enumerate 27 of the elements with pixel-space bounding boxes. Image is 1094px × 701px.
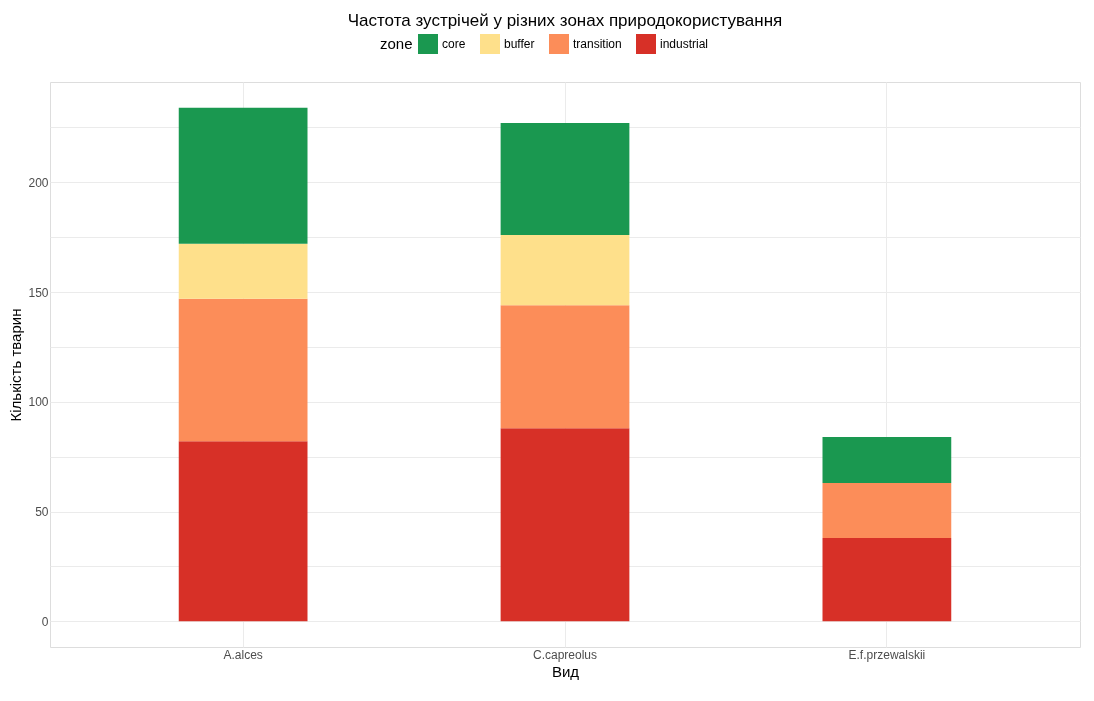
y-tick-label: 150: [28, 285, 49, 300]
bar: [500, 428, 630, 622]
bar: [500, 123, 630, 235]
y-tick-label: 200: [28, 175, 49, 190]
y-tick-label: 100: [28, 395, 49, 410]
legend-label: buffer: [504, 37, 535, 51]
y-tick-label: 0: [41, 614, 49, 629]
bar: [822, 483, 952, 538]
x-tick-label: E.f.przewalskii: [848, 647, 926, 662]
bar: [178, 243, 308, 299]
y-tick-label: 50: [35, 505, 49, 520]
y-axis-title: Кількість тварин: [7, 308, 25, 422]
legend-label: transition: [573, 37, 622, 51]
x-axis-title: Вид: [551, 662, 580, 680]
legend-label: industrial: [660, 37, 709, 51]
bar: [500, 234, 630, 306]
bar: [178, 441, 308, 622]
x-tick-label: A.alces: [223, 647, 263, 662]
bar: [178, 107, 308, 244]
x-tick-label: C.capreolus: [532, 647, 598, 662]
chart-title: Частота зустрічей у різних зонах природокористування: [347, 11, 783, 30]
bar: [500, 305, 630, 429]
legend-label: core: [442, 37, 466, 51]
legend-title: zone: [380, 35, 413, 52]
bar: [178, 298, 308, 442]
bar: [822, 537, 952, 622]
bar: [822, 436, 952, 484]
